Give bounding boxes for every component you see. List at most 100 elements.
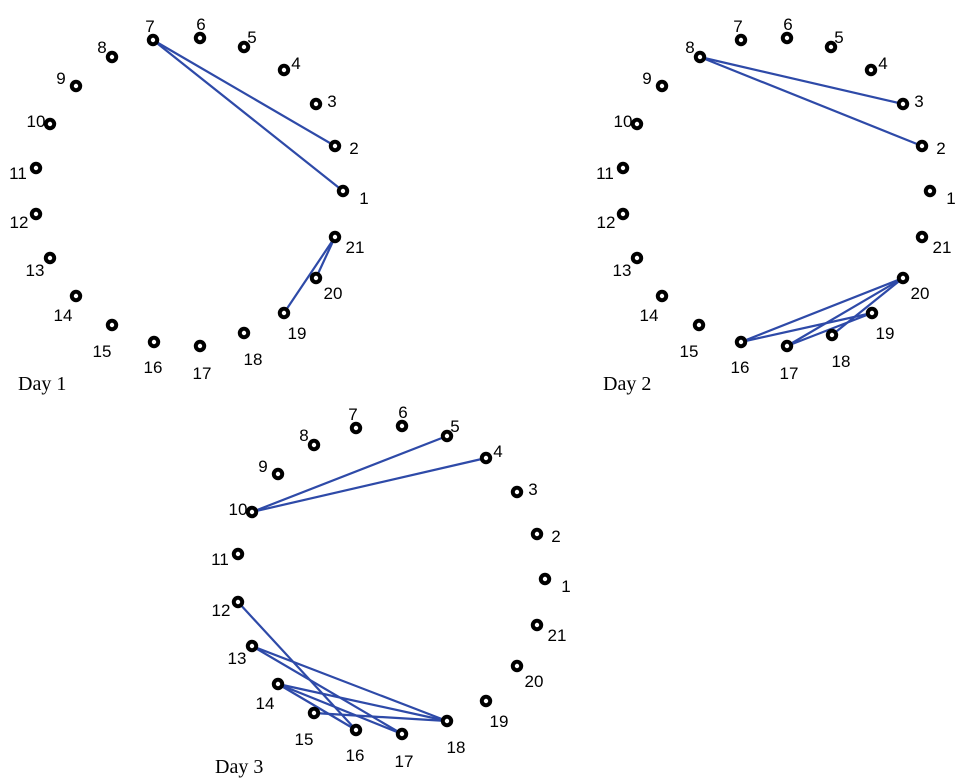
edge-10-4 (250, 456, 488, 514)
node-2 (328, 139, 342, 153)
node-21 (530, 618, 544, 632)
node-label-13: 13 (613, 261, 632, 280)
node-label-2: 2 (349, 139, 358, 158)
node-label-17: 17 (193, 364, 212, 383)
node-18 (440, 714, 454, 728)
node-16 (349, 723, 363, 737)
node-2 (915, 139, 929, 153)
node-label-18: 18 (832, 352, 851, 371)
edge-18-20 (830, 276, 905, 337)
node-4 (277, 63, 291, 77)
node-label-19: 19 (876, 324, 895, 343)
edge-17-20 (785, 276, 905, 348)
node-5 (440, 429, 454, 443)
node-8 (693, 50, 707, 64)
node-label-10: 10 (229, 500, 248, 519)
node-11 (616, 161, 630, 175)
node-4 (864, 63, 878, 77)
node-14 (271, 677, 285, 691)
node-19 (865, 306, 879, 320)
panel-caption: Day 2 (603, 373, 651, 395)
edge-10-5 (250, 434, 449, 514)
node-2 (530, 527, 544, 541)
node-label-4: 4 (493, 442, 502, 461)
node-11 (29, 161, 43, 175)
node-9 (271, 467, 285, 481)
node-label-14: 14 (256, 694, 275, 713)
node-15 (307, 706, 321, 720)
node-label-14: 14 (54, 306, 73, 325)
node-14 (69, 289, 83, 303)
node-15 (692, 318, 706, 332)
node-3 (309, 97, 323, 111)
node-label-3: 3 (528, 480, 537, 499)
node-16 (734, 335, 748, 349)
node-16 (147, 335, 161, 349)
node-9 (69, 79, 83, 93)
node-label-12: 12 (10, 213, 29, 232)
node-label-7: 7 (733, 17, 742, 36)
node-label-5: 5 (834, 28, 843, 47)
node-10 (245, 505, 259, 519)
panel-caption: Day 3 (215, 756, 263, 778)
node-label-17: 17 (395, 752, 414, 771)
node-20 (510, 659, 524, 673)
edge-14-16 (276, 682, 358, 732)
node-14 (655, 289, 669, 303)
edge-16-20 (739, 276, 905, 344)
edge-7-2 (151, 38, 337, 148)
node-8 (105, 50, 119, 64)
node-label-19: 19 (288, 324, 307, 343)
node-label-20: 20 (324, 284, 343, 303)
node-label-12: 12 (212, 601, 231, 620)
node-label-9: 9 (642, 69, 651, 88)
node-7 (734, 33, 748, 47)
node-13 (245, 639, 259, 653)
node-label-1: 1 (946, 189, 955, 208)
node-label-8: 8 (97, 38, 106, 57)
panel-caption: Day 1 (18, 373, 66, 395)
node-9 (655, 79, 669, 93)
node-label-8: 8 (299, 426, 308, 445)
edge-8-3 (698, 55, 905, 106)
node-8 (307, 438, 321, 452)
node-5 (237, 40, 251, 54)
edge-14-17 (276, 682, 404, 736)
node-label-17: 17 (780, 364, 799, 383)
node-21 (328, 230, 342, 244)
node-label-5: 5 (450, 417, 459, 436)
node-7 (146, 33, 160, 47)
node-label-18: 18 (447, 738, 466, 757)
node-label-6: 6 (196, 15, 205, 34)
node-20 (309, 271, 323, 285)
node-label-13: 13 (26, 261, 45, 280)
node-5 (824, 40, 838, 54)
node-18 (825, 328, 839, 342)
node-label-4: 4 (878, 54, 887, 73)
node-label-14: 14 (640, 306, 659, 325)
edge-16-19 (739, 311, 874, 344)
node-label-4: 4 (291, 54, 300, 73)
node-19 (277, 306, 291, 320)
node-label-1: 1 (359, 189, 368, 208)
node-21 (915, 230, 929, 244)
node-label-11: 11 (9, 164, 27, 183)
node-label-5: 5 (247, 28, 256, 47)
node-7 (349, 421, 363, 435)
node-label-3: 3 (914, 92, 923, 111)
edge-19-21 (282, 235, 337, 315)
node-3 (510, 485, 524, 499)
node-17 (395, 727, 409, 741)
node-label-6: 6 (398, 403, 407, 422)
node-6 (780, 31, 794, 45)
node-19 (479, 694, 493, 708)
node-1 (336, 184, 350, 198)
edge-15-18 (312, 711, 449, 723)
node-label-1: 1 (561, 577, 570, 596)
node-18 (237, 326, 251, 340)
node-label-7: 7 (145, 17, 154, 36)
node-label-2: 2 (936, 139, 945, 158)
node-label-20: 20 (911, 284, 930, 303)
